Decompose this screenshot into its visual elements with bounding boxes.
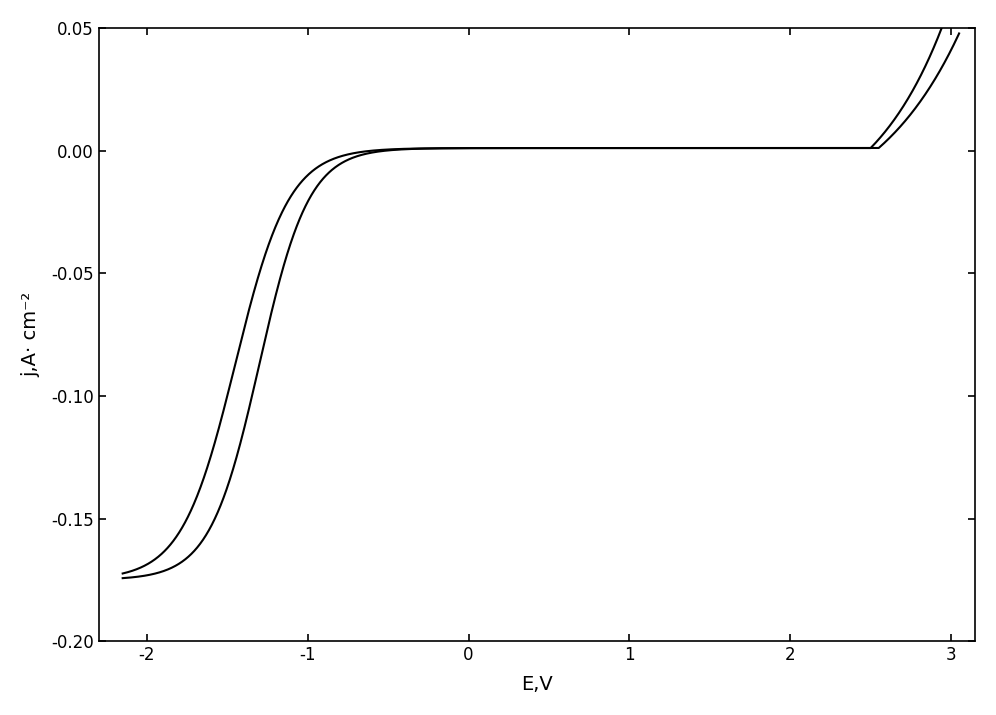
Y-axis label: j,A· cm⁻²: j,A· cm⁻²: [21, 292, 40, 377]
X-axis label: E,V: E,V: [521, 675, 553, 694]
